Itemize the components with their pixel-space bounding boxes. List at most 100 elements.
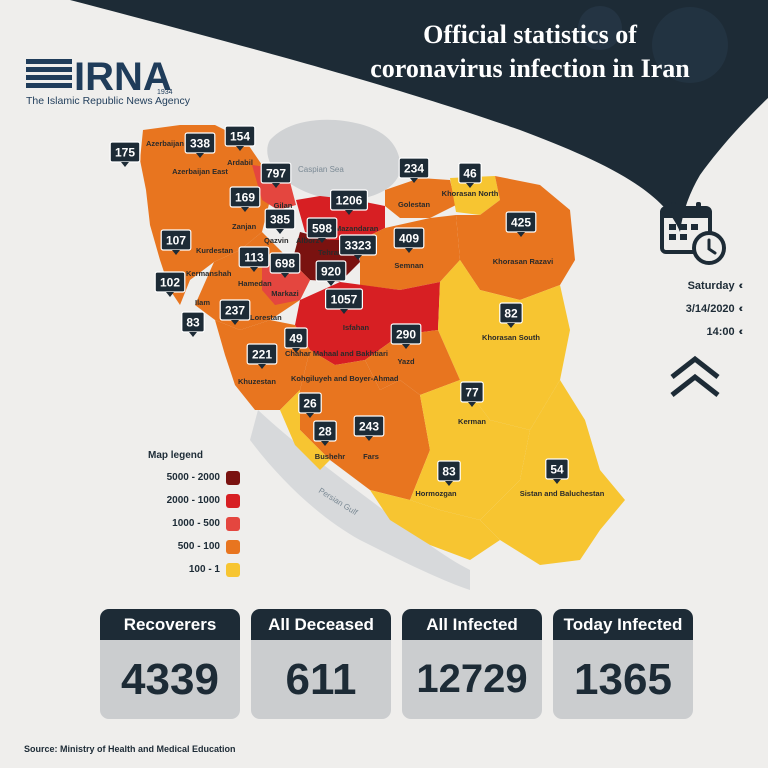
stat-label: All Deceased [251, 609, 391, 640]
province-case-pin: 1057 [325, 288, 364, 314]
province-case-pin: 221 [246, 343, 278, 369]
province-name-label: Khuzestan [238, 377, 276, 386]
province-case-count: 237 [225, 304, 245, 318]
province-name-label: Khorasan Razavi [493, 257, 553, 266]
province-case-pin: 237 [219, 299, 251, 325]
province-case-count: 83 [442, 465, 456, 479]
province-case-count: 338 [190, 137, 210, 151]
province-case-count: 154 [230, 130, 250, 144]
date-time-row: 14:00 ‹‹ [707, 326, 744, 338]
province-case-pin: 175 [109, 141, 141, 167]
province-name-label: Mazandaran [335, 224, 379, 233]
province-case-pin: 425 [505, 211, 537, 237]
double-chevron-icon: ‹‹ [738, 280, 744, 292]
province-case-count: 698 [275, 257, 295, 271]
province-case-pin: 54 [545, 458, 569, 484]
province-name-label: Lorestan [250, 313, 282, 322]
legend-swatch [226, 516, 240, 531]
region-khorasan-razavi [456, 176, 575, 300]
province-case-pin: 290 [390, 323, 422, 349]
legend-rows: 5000 - 2000 2000 - 1000 1000 - 500 500 - 10… [148, 469, 240, 578]
province-name-label: Markazi [271, 289, 299, 298]
province-case-count: 54 [550, 463, 564, 477]
province-case-pin: 49 [284, 327, 308, 353]
logo-tagline: The Islamic Republic News Agency [26, 95, 190, 107]
legend-label: 5000 - 2000 [166, 472, 220, 483]
region-hormozgan [370, 490, 500, 560]
province-case-pin: 3323 [339, 234, 378, 260]
province-case-pin: 107 [160, 229, 192, 255]
legend-swatch [226, 493, 240, 508]
province-case-count: 82 [504, 307, 518, 321]
province-case-pin: 83 [437, 460, 461, 486]
province-name-label: Yazd [397, 357, 415, 366]
province-name-label: Hamedan [238, 279, 272, 288]
province-case-count: 26 [303, 397, 317, 411]
province-name-label: Tehran [318, 248, 343, 257]
province-name-label: Ilam [195, 298, 210, 307]
province-case-pin: 28 [313, 420, 337, 446]
province-case-count: 920 [321, 265, 341, 279]
stat-card-all-infected: All Infected 12729 [402, 609, 542, 719]
header-banner [70, 0, 768, 232]
date-day: Saturday [687, 280, 735, 292]
province-case-pin: 1206 [330, 189, 369, 215]
province-name-label: Bushehr [315, 452, 346, 461]
province-case-count: 28 [318, 425, 332, 439]
province-case-count: 221 [252, 348, 272, 362]
province-case-pin: 82 [499, 302, 523, 328]
province-case-pin: 83 [181, 311, 205, 337]
province-name-label: Kurdestan [196, 246, 234, 255]
calendar-clock-icon [660, 202, 726, 265]
province-name-label: Fars [363, 452, 379, 461]
province-name-label: Kermanshah [186, 269, 232, 278]
legend-swatch [226, 539, 240, 554]
province-name-label: Khorasan North [442, 189, 499, 198]
province-name-label: Gilan [274, 201, 293, 210]
province-case-pin: 598 [306, 217, 338, 243]
region-northwest [140, 125, 270, 305]
legend-item: 500 - 100 [148, 538, 240, 555]
province-name-label: Azerbaijan West [146, 139, 204, 148]
legend-label: 100 - 1 [188, 564, 220, 575]
caspian-sea [267, 119, 401, 200]
province-case-count: 1206 [336, 194, 363, 208]
province-case-count: 234 [404, 162, 424, 176]
province-name-label: Zanjan [232, 222, 257, 231]
title-line-1: Official statistics of [423, 20, 637, 49]
province-case-count: 113 [244, 251, 264, 265]
province-case-pin: 113 [238, 246, 270, 272]
province-name-label: Ardabil [227, 158, 253, 167]
stat-label: Today Infected [553, 609, 693, 640]
stat-card-deceased: All Deceased 611 [251, 609, 391, 719]
province-case-count: 243 [359, 420, 379, 434]
province-case-count: 1057 [331, 293, 358, 307]
logo-wordmark: IRNA 1934 [26, 55, 173, 95]
legend-label: 500 - 100 [177, 541, 220, 552]
stat-value: 1365 [553, 640, 693, 719]
province-case-pin: 102 [154, 271, 186, 297]
province-case-count: 425 [511, 216, 531, 230]
source-note: Source: Ministry of Health and Medical E… [24, 744, 236, 754]
province-case-pin: 338 [184, 132, 216, 158]
stat-label: All Infected [402, 609, 542, 640]
stat-value: 12729 [402, 640, 542, 719]
stat-label: Recoverers [100, 609, 240, 640]
region-kerman [410, 380, 530, 520]
province-case-pin: 920 [315, 260, 347, 286]
province-case-pin: 46 [458, 162, 482, 188]
legend-swatch [226, 470, 240, 485]
stat-value: 4339 [100, 640, 240, 719]
province-case-count: 409 [399, 232, 419, 246]
province-case-count: 385 [270, 213, 290, 227]
province-case-pin: 385 [264, 208, 296, 234]
province-case-pin: 797 [260, 162, 292, 188]
legend-label: 1000 - 500 [172, 518, 220, 529]
double-chevron-icon: ‹‹ [738, 303, 744, 315]
region-bushehr [280, 390, 330, 470]
date-date-row: 3/14/2020 ‹‹ [686, 303, 744, 315]
province-case-count: 797 [266, 167, 286, 181]
title-line-2: coronavirus infection in Iran [370, 54, 690, 83]
logo-year: 1934 [157, 89, 173, 95]
province-name-label: Qazvin [264, 236, 289, 245]
